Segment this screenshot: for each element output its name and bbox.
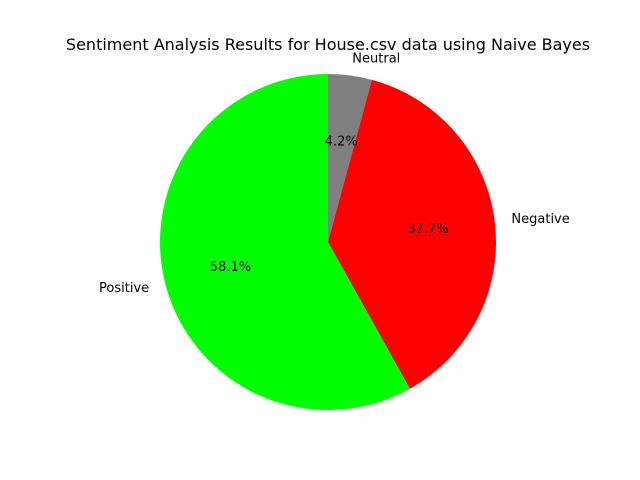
pie-slice-positive [160, 74, 410, 410]
pie-labels: Neutral 4.2% Negative 37.7% Positive 58.1% [99, 51, 570, 296]
slice-label-neutral: Neutral [352, 51, 400, 66]
slice-percent-neutral: 4.2% [325, 135, 358, 150]
slice-percent-positive: 58.1% [210, 260, 251, 275]
pie-slice-neutral [328, 74, 372, 242]
pie-slice-negative [328, 79, 496, 389]
pie-slices [160, 74, 496, 410]
slice-percent-negative: 37.7% [407, 222, 448, 237]
chart-title: Sentiment Analysis Results for House.csv… [66, 35, 590, 54]
slice-label-negative: Negative [511, 212, 569, 227]
slice-label-positive: Positive [99, 281, 149, 296]
